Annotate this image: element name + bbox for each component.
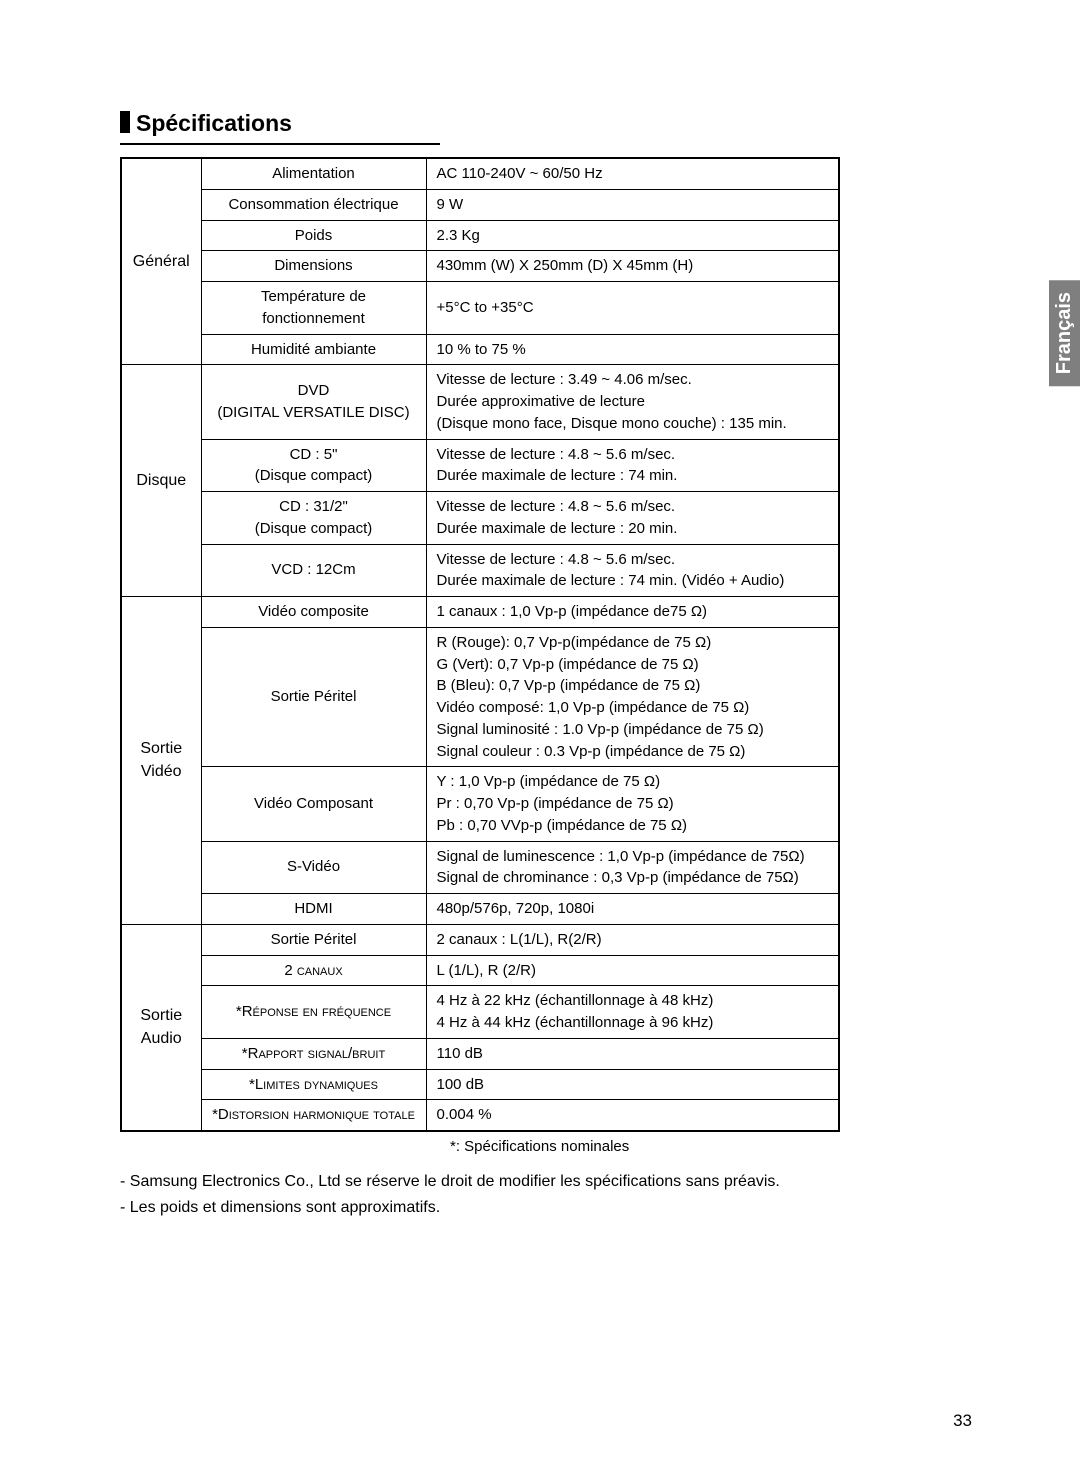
sub-component: Vidéo Composant	[201, 767, 426, 841]
sub-peritel-audio: Sortie Péritel	[201, 924, 426, 955]
val-2canaux: L (1/L), R (2/R)	[426, 955, 839, 986]
sub-temp: Température de fonctionnement	[201, 282, 426, 335]
cat-disque: Disque	[121, 365, 201, 597]
val-peritel-audio: 2 canaux : L(1/L), R(2/R)	[426, 924, 839, 955]
val-dim: 430mm (W) X 250mm (D) X 45mm (H)	[426, 251, 839, 282]
nominal-note: *: Spécifications nominales	[450, 1138, 980, 1155]
val-vcd: Vitesse de lecture : 4.8 ~ 5.6 m/sec.Dur…	[426, 544, 839, 597]
val-dvd: Vitesse de lecture : 3.49 ~ 4.06 m/sec.D…	[426, 365, 839, 439]
sub-snr: *Rapport signal/bruit	[201, 1038, 426, 1069]
sub-cd31: CD : 31/2"(Disque compact)	[201, 492, 426, 545]
section-title: Spécifications	[120, 110, 440, 145]
val-component: Y : 1,0 Vp-p (impédance de 75 Ω)Pr : 0,7…	[426, 767, 839, 841]
disclaimer: - Samsung Electronics Co., Ltd se réserv…	[120, 1169, 980, 1220]
sub-composite: Vidéo composite	[201, 597, 426, 628]
val-cd5: Vitesse de lecture : 4.8 ~ 5.6 m/sec.Dur…	[426, 439, 839, 492]
sub-freq: *Réponse en fréquence	[201, 986, 426, 1039]
sub-dvd: DVD(DIGITAL VERSATILE DISC)	[201, 365, 426, 439]
sub-humid: Humidité ambiante	[201, 334, 426, 365]
sub-alimentation: Alimentation	[201, 158, 426, 189]
specifications-table: Général Alimentation AC 110-240V ~ 60/50…	[120, 157, 840, 1132]
sub-vcd: VCD : 12Cm	[201, 544, 426, 597]
sub-svideo: S-Vidéo	[201, 841, 426, 894]
val-thd: 0.004 %	[426, 1100, 839, 1131]
disclaimer-line-1: - Samsung Electronics Co., Ltd se réserv…	[120, 1169, 980, 1195]
sub-conso: Consommation électrique	[201, 189, 426, 220]
val-humid: 10 % to 75 %	[426, 334, 839, 365]
sub-poids: Poids	[201, 220, 426, 251]
val-cd31: Vitesse de lecture : 4.8 ~ 5.6 m/sec.Dur…	[426, 492, 839, 545]
val-freq: 4 Hz à 22 kHz (échantillonnage à 48 kHz)…	[426, 986, 839, 1039]
sub-hdmi: HDMI	[201, 894, 426, 925]
cat-general: Général	[121, 158, 201, 365]
val-hdmi: 480p/576p, 720p, 1080i	[426, 894, 839, 925]
val-alimentation: AC 110-240V ~ 60/50 Hz	[426, 158, 839, 189]
sub-thd: *Distorsion harmonique totale	[201, 1100, 426, 1131]
sub-dim: Dimensions	[201, 251, 426, 282]
sub-cd5: CD : 5"(Disque compact)	[201, 439, 426, 492]
cat-video: SortieVidéo	[121, 597, 201, 925]
val-poids: 2.3 Kg	[426, 220, 839, 251]
val-composite: 1 canaux : 1,0 Vp-p (impédance de75 Ω)	[426, 597, 839, 628]
page: Spécifications Général Alimentation AC 1…	[0, 0, 1080, 1260]
page-number: 33	[953, 1411, 972, 1431]
val-conso: 9 W	[426, 189, 839, 220]
val-snr: 110 dB	[426, 1038, 839, 1069]
sub-peritel-video: Sortie Péritel	[201, 627, 426, 767]
disclaimer-line-2: - Les poids et dimensions sont approxima…	[120, 1195, 980, 1221]
cat-audio: SortieAudio	[121, 924, 201, 1131]
val-temp: +5°C to +35°C	[426, 282, 839, 335]
sub-2canaux: 2 canaux	[201, 955, 426, 986]
val-peritel-video: R (Rouge): 0,7 Vp-p(impédance de 75 Ω)G …	[426, 627, 839, 767]
val-dyn: 100 dB	[426, 1069, 839, 1100]
sub-dyn: *Limites dynamiques	[201, 1069, 426, 1100]
val-svideo: Signal de luminescence : 1,0 Vp-p (impéd…	[426, 841, 839, 894]
